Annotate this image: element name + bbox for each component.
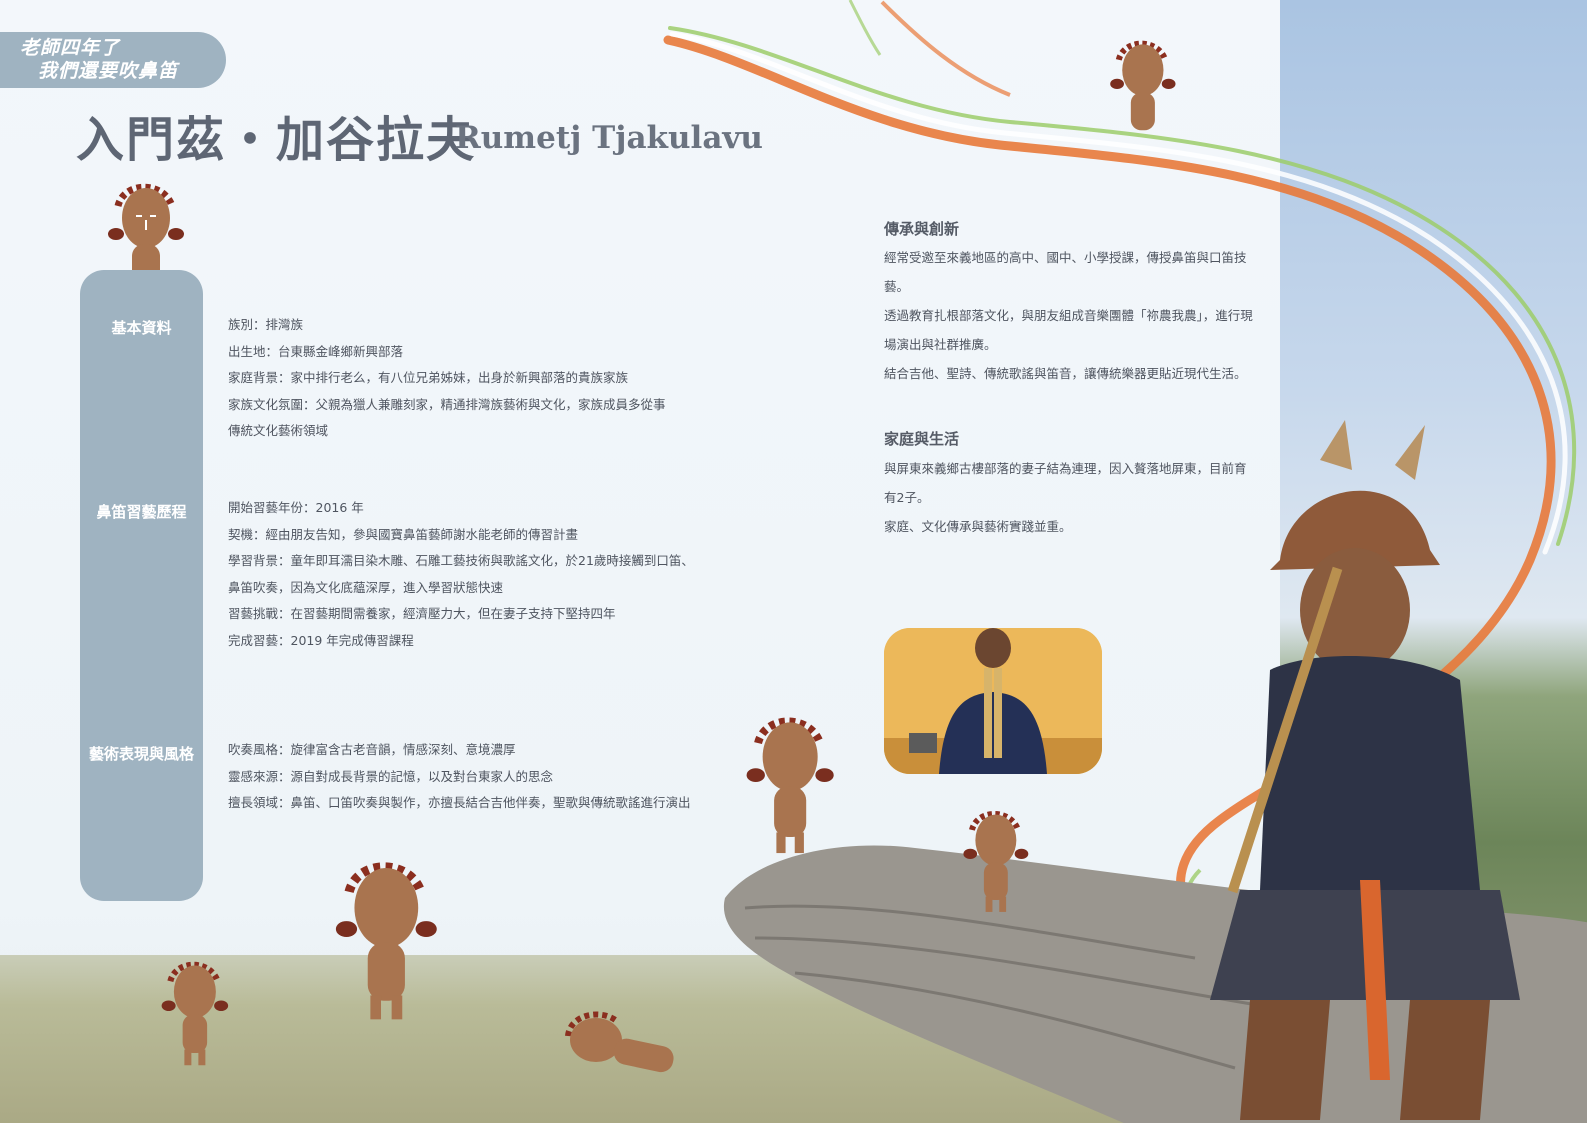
inset-photo-performer [884,628,1102,774]
family-title: 家庭與生活 [884,430,960,448]
heritage-paragraph: 經常受邀至來義地區的高中、國中、小學授課，傳授鼻笛與口笛技藝。 [884,250,1247,294]
family-paragraph: 家庭、文化傳承與藝術實踐並重。 [884,519,1072,534]
musician-illustration [1210,420,1520,1120]
section-label-bar: 基本資料 鼻笛習藝歷程 藝術表現與風格 [80,270,203,901]
list-item: 家族文化氛圍：父親為獵人兼雕刻家，精通排灣族藝術與文化，家族成員多從事 [228,396,666,412]
list-item: 擅長領域：鼻笛、口笛吹奏與製作，亦擅長結合吉他伴奏，聖歌與傳統歌謠進行演出 [228,795,691,810]
list-item: 契機：經由朋友告知，參與國寶鼻笛藝師謝水能老師的傳習計畫 [228,526,579,542]
list-item: 開始習藝年份：2016 年 [228,500,364,515]
list-item: 族別：排灣族 [228,317,304,332]
heritage-title: 傳承與創新 [884,220,960,238]
person-name-chinese: 入門茲‧加谷拉夫 [76,112,477,168]
list-item: 靈感來源：源自對成長背景的記憶，以及對台東家人的思念 [228,768,554,784]
series-title-line1: 老師四年了 [20,37,121,59]
label-basic-info: 基本資料 [111,319,172,337]
list-item: 吹奏風格：旋律富含古老音韻，情感深刻、意境濃厚 [228,742,516,757]
doll-lying-icon [565,1011,674,1073]
label-art-style: 藝術表現與風格 [88,745,194,763]
doll-figure-icon [746,717,834,854]
doll-figure-icon [161,961,229,1066]
series-title-line2: 我們還要吹鼻笛 [38,60,179,82]
list-item: 完成習藝：2019 年完成傳習課程 [228,632,414,648]
art-style-list: 吹奏風格：旋律富含古老音韻，情感深刻、意境濃厚 靈感來源：源自對成長背景的記憶，… [228,737,691,817]
person-name-english: Rumetj Tjakulavu [455,120,763,156]
heritage-paragraph: 透過教育扎根部落文化，與朋友組成音樂團體「祢農我農」，進行現場演出與社群推廣。 [884,308,1253,352]
basic-info-list: 族別：排灣族 出生地：台東縣金峰鄉新興部落 家庭背景：家中排行老么，有八位兄弟姊… [228,312,666,445]
heritage-paragraph: 結合吉他、聖詩、傳統歌謠與笛音，讓傳統樂器更貼近現代生活。 [884,366,1247,381]
list-item: 出生地：台東縣金峰鄉新興部落 [228,343,404,359]
list-item: 習藝挑戰：在習藝期間需養家，經濟壓力大，但在妻子支持下堅持四年 [228,606,616,621]
label-learning-history: 鼻笛習藝歷程 [96,503,187,521]
family-paragraph: 與屏東來義鄉古樓部落的妻子結為連理，因入贅落地屏東，目前育有2子。 [884,461,1247,505]
list-item: 傳統文化藝術領域 [228,423,329,438]
list-item: 家庭背景：家中排行老么，有八位兄弟姊妹，出身於新興部落的貴族家族 [228,370,629,385]
doll-figure-icon [1110,40,1176,131]
list-item: 鼻笛吹奏，因為文化底蘊深厚，進入學習狀態快速 [228,579,504,595]
list-item: 學習背景：童年即耳濡目染木雕、石雕工藝技術與歌謠文化，於21歲時接觸到口笛、 [228,553,694,568]
series-tag: 老師四年了 我們還要吹鼻笛 [0,32,226,88]
doll-figure-icon [335,862,437,1020]
doll-figure-icon [963,811,1029,912]
learning-history-list: 開始習藝年份：2016 年 契機：經由朋友告知，參與國寶鼻笛藝師謝水能老師的傳習… [228,495,694,654]
